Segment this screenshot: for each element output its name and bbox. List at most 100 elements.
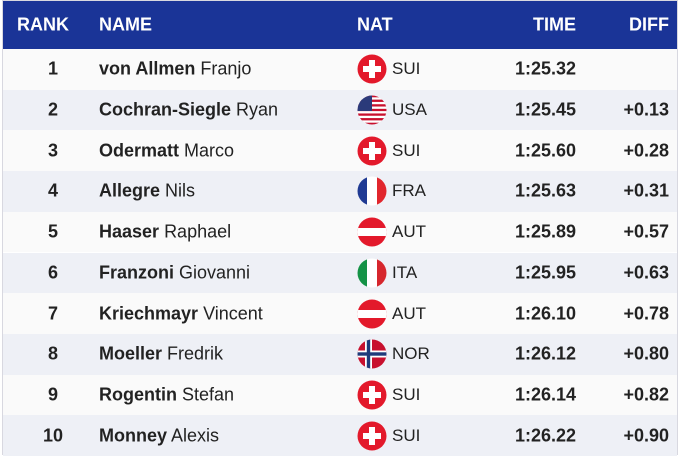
- nation-code: SUI: [392, 59, 421, 79]
- rank: 8: [47, 343, 58, 364]
- header-name: NAME: [99, 14, 152, 35]
- flag-band: [357, 258, 367, 288]
- header-nat: NAT: [357, 14, 393, 35]
- diff: +0.57: [623, 221, 669, 242]
- diff: +0.13: [623, 99, 669, 120]
- nation-code: SUI: [392, 384, 421, 404]
- flag-cross: [363, 66, 381, 73]
- rank: 1: [47, 58, 58, 79]
- flag-band: [357, 228, 387, 237]
- flag-icon: [357, 136, 387, 166]
- result-row: 9 Rogentin Stefan SUI 1:26.14 +0.82: [3, 374, 677, 416]
- athlete-name: Allegre Nils: [99, 181, 195, 202]
- diff: +0.82: [623, 384, 669, 405]
- time: 1:25.95: [514, 262, 576, 283]
- surname: Cochran-Siegle: [99, 99, 232, 120]
- diff: +0.90: [623, 425, 669, 446]
- diff: +0.63: [623, 262, 669, 283]
- flag-cross: [363, 147, 381, 154]
- flag-shape: [357, 339, 387, 369]
- time: 1:26.10: [514, 303, 576, 324]
- nation-code: AUT: [392, 303, 426, 323]
- flag-icon: [357, 339, 387, 369]
- diff: +0.80: [623, 343, 669, 364]
- given-name: Marco: [184, 140, 235, 161]
- flag-stripe: [357, 111, 387, 114]
- rank: 9: [47, 384, 58, 405]
- nation-code: AUT: [392, 222, 426, 242]
- flag: [357, 258, 387, 288]
- surname: Franzoni: [99, 262, 174, 283]
- time: 1:26.14: [514, 384, 576, 405]
- result-row: 3 Odermatt Marco SUI 1:25.60 +0.28: [3, 130, 677, 172]
- header-diff: DIFF: [629, 14, 669, 35]
- diff: +0.28: [623, 140, 669, 161]
- flag: [357, 339, 387, 369]
- surname: Odermatt: [99, 140, 180, 161]
- flag-band: [357, 309, 387, 318]
- rank: 4: [47, 180, 58, 201]
- flag-icon: [357, 421, 387, 451]
- flag-icon: [357, 54, 387, 84]
- flag-stripe: [357, 122, 387, 125]
- flag-band: [377, 258, 387, 288]
- flag: [357, 421, 387, 451]
- flag-band: [367, 258, 377, 288]
- header-time: TIME: [533, 14, 576, 35]
- athlete-name: Cochran-Siegle Ryan: [99, 100, 278, 121]
- result-row: 2 Cochran-Siegle Ryan USA 1:25.45 +0.13: [3, 89, 677, 131]
- flag-icon: [357, 380, 387, 410]
- diff: +0.78: [623, 303, 669, 324]
- time: 1:25.60: [514, 140, 576, 161]
- surname: Kriechmayr: [99, 303, 199, 324]
- given-name: Raphael: [164, 221, 232, 242]
- flag: [357, 380, 387, 410]
- athlete-name: Moeller Fredrik: [99, 344, 223, 365]
- time: 1:25.63: [514, 180, 576, 201]
- surname: Allegre: [99, 180, 161, 201]
- flag-cross: [363, 391, 381, 398]
- result-row: 10 Monney Alexis SUI 1:26.22 +0.90: [3, 415, 677, 456]
- surname: Haaser: [99, 221, 160, 242]
- surname: Rogentin: [99, 384, 177, 405]
- athlete-name: Odermatt Marco: [99, 140, 234, 161]
- athlete-name: Haaser Raphael: [99, 222, 231, 243]
- flag-shape: [357, 54, 387, 84]
- nation-code: FRA: [392, 181, 426, 201]
- surname: Moeller: [99, 343, 163, 364]
- athlete-name: Kriechmayr Vincent: [99, 303, 263, 324]
- flag-stripe: [357, 115, 387, 119]
- flag-stripe: [357, 120, 387, 123]
- flag-shape: [357, 217, 387, 247]
- flag: [357, 299, 387, 329]
- flag: [357, 176, 387, 206]
- flag-shape: [357, 176, 387, 206]
- result-row: 5 Haaser Raphael AUT 1:25.89 +0.57: [3, 211, 677, 253]
- flag: [357, 95, 387, 125]
- flag-band: [367, 176, 377, 206]
- nation-code: USA: [392, 100, 427, 120]
- time: 1:26.12: [514, 343, 576, 364]
- flag-shape: [357, 380, 387, 410]
- flag-icon: [357, 176, 387, 206]
- nation-code: NOR: [392, 344, 430, 364]
- flag: [357, 136, 387, 166]
- flag-band: [357, 176, 367, 206]
- result-row: 1 von Allmen Franjo SUI 1:25.32: [3, 49, 677, 90]
- athlete-name: von Allmen Franjo: [99, 59, 251, 80]
- flag-stripe: [357, 113, 387, 117]
- given-name: Alexis: [171, 425, 220, 446]
- rank: 7: [47, 303, 58, 324]
- flag-cross: [357, 352, 387, 356]
- time: 1:26.22: [514, 425, 576, 446]
- given-name: Ryan: [236, 99, 279, 120]
- athlete-name: Monney Alexis: [99, 425, 219, 446]
- flag-shape: [357, 299, 387, 329]
- time: 1:25.32: [514, 58, 576, 79]
- rank: 5: [47, 221, 58, 242]
- flag-stripe: [357, 118, 387, 121]
- flag-icon: [357, 258, 387, 288]
- flag-shape: [357, 421, 387, 451]
- nation-code: ITA: [392, 262, 418, 282]
